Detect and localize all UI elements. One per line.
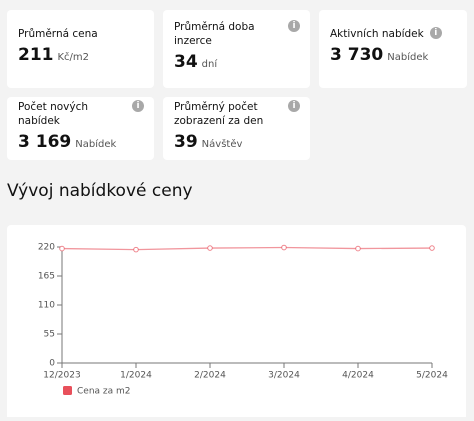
card-label-row: Průměrný počet zobrazení za den i: [174, 99, 300, 128]
card-label: Průměrný počet zobrazení za den: [174, 100, 264, 127]
data-point: [355, 245, 361, 252]
card-label: Průměrná cena: [18, 28, 98, 40]
card-label-row: Průměrná cena: [18, 27, 144, 41]
card-value: 34: [174, 52, 198, 72]
info-icon[interactable]: i: [132, 99, 144, 112]
data-point: [281, 244, 287, 251]
info-icon[interactable]: i: [288, 99, 300, 112]
chart-panel: 0 55 110 165 220 12/2023 1/2024 2/2024 3/2024 4/2…: [7, 225, 466, 417]
card-value-row: 211 Kč/m2: [18, 45, 144, 65]
series-line: [61, 246, 433, 251]
card-label: Aktivních nabídek: [330, 28, 424, 40]
info-icon[interactable]: i: [288, 20, 300, 32]
stat-card: Průměrný počet zobrazení za den i 39 Návště…: [163, 97, 310, 160]
info-icon[interactable]: i: [429, 27, 442, 39]
stat-card: Aktivních nabídek i 3 730 Nabídek: [319, 10, 467, 88]
x-tick-label: 5/2024: [416, 371, 448, 381]
data-point: [207, 245, 213, 251]
card-label: Počet nových nabídek: [18, 100, 89, 127]
card-unit: dní: [201, 59, 218, 70]
y-tick-label: 165: [38, 272, 55, 282]
y-tick-label: 0: [49, 359, 55, 369]
card-unit: Kč/m2: [57, 52, 90, 63]
data-point: [133, 246, 139, 253]
card-value-row: 34 dní: [174, 52, 300, 72]
y-tick-label: 110: [38, 301, 55, 311]
card-value: 211: [18, 45, 54, 65]
y-tick-label: 220: [38, 243, 55, 253]
card-value: 3 730: [330, 45, 384, 65]
x-tick-label: 4/2024: [342, 371, 374, 381]
card-value-row: 3 730 Nabídek: [330, 45, 457, 65]
data-point: [429, 245, 435, 251]
stat-card: Průměrná cena 211 Kč/m2: [7, 10, 154, 88]
card-value: 39: [174, 131, 198, 152]
card-label-row: Průměrná doba inzerce i: [174, 20, 300, 48]
chart: 0 55 110 165 220 12/2023 1/2024 2/2024 3/2024 4/2…: [38, 243, 448, 397]
card-label-row: Počet nových nabídek i: [18, 99, 144, 128]
card-value: 3 169: [18, 131, 72, 152]
chart-title: Vývoj nabídkové ceny: [7, 181, 193, 201]
x-tick-label: 3/2024: [268, 371, 300, 381]
data-point: [59, 245, 65, 252]
card-label: Průměrná doba inzerce: [174, 21, 255, 47]
card-value-row: 3 169 Nabídek: [18, 132, 144, 152]
card-unit: Návštěv: [201, 138, 243, 150]
y-tick-label: 55: [44, 330, 55, 340]
card-unit: Nabídek: [387, 52, 429, 63]
legend-swatch: [63, 386, 72, 395]
stat-card: Počet nových nabídek i 3 169 Nabídek: [7, 97, 154, 160]
card-unit: Nabídek: [75, 138, 117, 150]
legend-label: Cena za m2: [77, 387, 131, 397]
x-tick-label: 2/2024: [194, 371, 226, 381]
card-value-row: 39 Návštěv: [174, 132, 300, 152]
stat-card: Průměrná doba inzerce i 34 dní: [163, 10, 310, 88]
card-label-row: Aktivních nabídek i: [330, 27, 457, 41]
x-tick-label: 1/2024: [120, 371, 152, 381]
stat-cards: Průměrná cena 211 Kč/m2 Průměrná doba inzer…: [7, 10, 467, 160]
x-tick-label: 12/2023: [43, 371, 80, 381]
